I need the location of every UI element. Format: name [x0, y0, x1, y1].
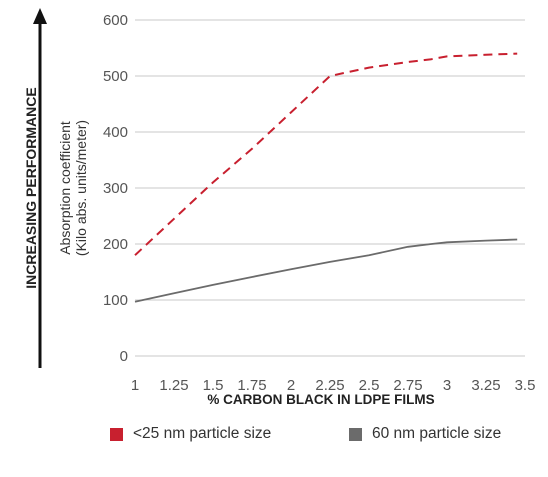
x-axis-title: % CARBON BLACK IN LDPE FILMS	[207, 392, 434, 407]
legend-label-series-1: <25 nm particle size	[133, 425, 272, 442]
y-tick-label: 300	[103, 180, 128, 197]
y-axis-title-line-2: (Kilo abs. units/meter)	[73, 120, 89, 256]
x-tick-label: 1.5	[203, 377, 224, 394]
grid-lines	[135, 19, 525, 357]
series-line-2	[134, 238, 518, 303]
x-tick-label: 3.25	[471, 377, 500, 394]
x-tick-label: 2.5	[359, 377, 380, 394]
x-tick-label: 2.25	[315, 377, 344, 394]
legend-swatch-series-2	[349, 427, 362, 441]
y-tick-label: 100	[103, 292, 128, 309]
y-tick-label: 0	[120, 348, 128, 365]
x-tick-label: 3.5	[515, 377, 536, 394]
y-axis-title-line-1: Absorption coefficient	[57, 121, 73, 255]
y-tick-labels: 0 100 200 300 400 500 600	[103, 12, 128, 365]
x-tick-label: 1.75	[237, 377, 266, 394]
y-tick-label: 200	[103, 236, 128, 253]
legend-swatch-series-1	[110, 427, 123, 441]
legend: <25 nm particle size 60 nm particle size	[0, 425, 548, 451]
x-tick-label: 1.25	[159, 377, 188, 394]
y-tick-label: 600	[103, 12, 128, 29]
legend-item-series-1: <25 nm particle size	[110, 425, 271, 443]
y-tick-label: 400	[103, 124, 128, 141]
y-tick-label: 500	[103, 68, 128, 85]
legend-item-series-2: 60 nm particle size	[349, 425, 501, 443]
legend-label-series-2: 60 nm particle size	[372, 425, 502, 442]
performance-arrow-head	[33, 8, 47, 24]
x-tick-labels: 1 1.25 1.5 1.75 2 2.25 2.5 2.75 3 3.25 3.5	[131, 377, 536, 394]
x-tick-label: 1	[131, 377, 139, 394]
x-tick-label: 3	[443, 377, 451, 394]
x-tick-label: 2.75	[393, 377, 422, 394]
side-label: INCREASING PERFORMANCE	[23, 87, 39, 288]
x-tick-label: 2	[287, 377, 295, 394]
series-line-1	[134, 52, 518, 256]
series-lines	[134, 52, 518, 303]
